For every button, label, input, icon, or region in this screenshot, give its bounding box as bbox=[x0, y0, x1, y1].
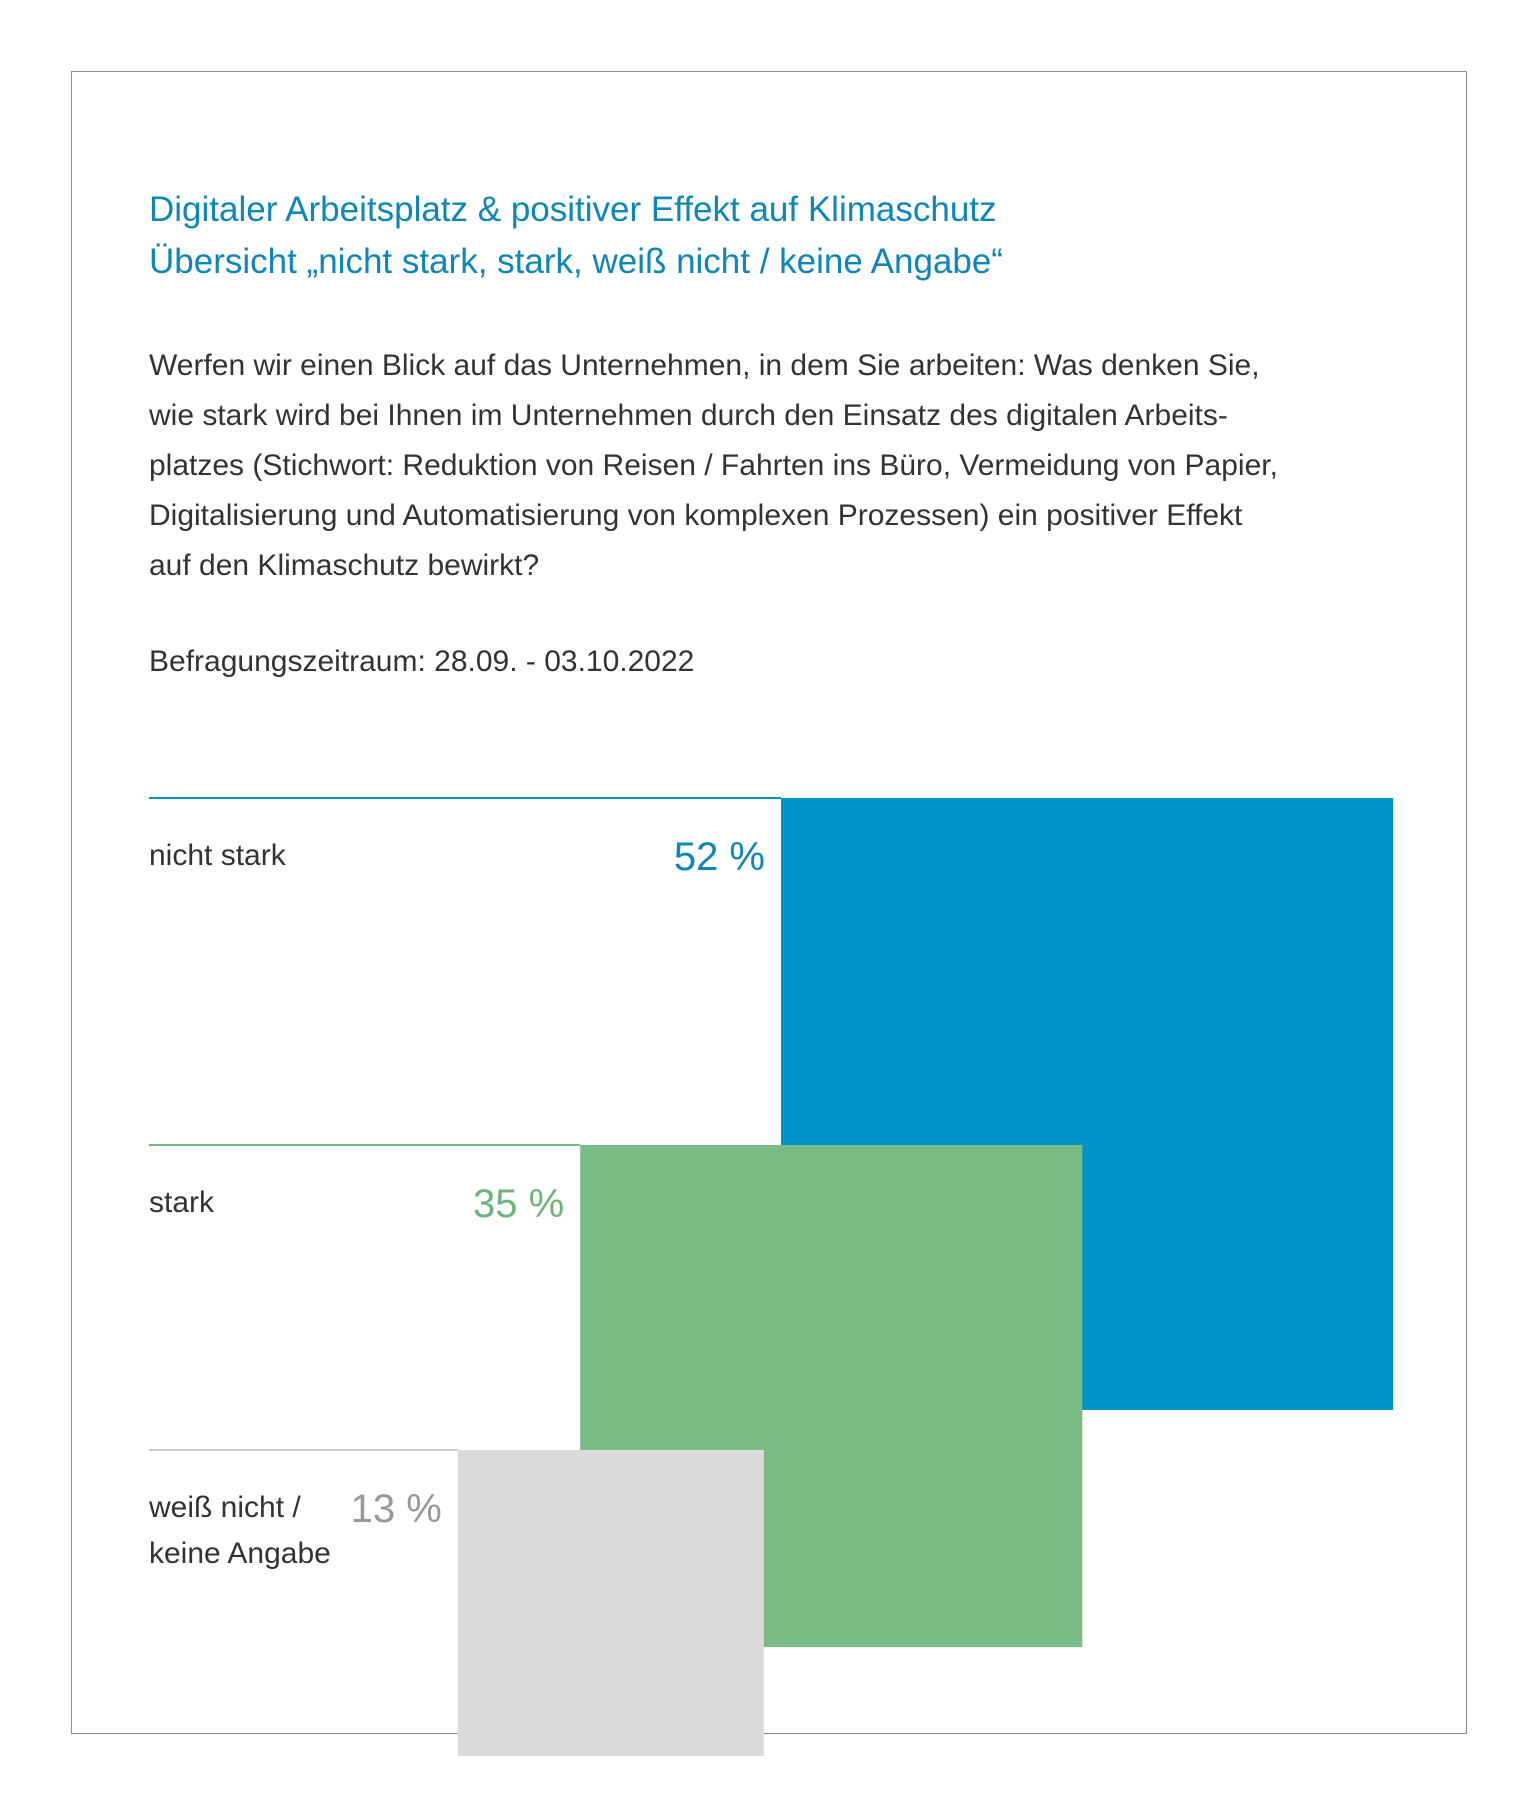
question-line: Digitalisierung und Automatisierung von … bbox=[149, 499, 1243, 532]
survey-period: Befragungszeitraum: 28.09. - 03.10.2022 bbox=[149, 645, 695, 678]
question-line: wie stark wird bei Ihnen im Unternehmen … bbox=[149, 399, 1228, 432]
question-line: platzes (Stichwort: Reduktion von Reisen… bbox=[149, 449, 1278, 482]
question-line: Werfen wir einen Blick auf das Unternehm… bbox=[149, 349, 1260, 382]
chart-subtitle: Übersicht „nicht stark, stark, weiß nich… bbox=[149, 242, 1003, 281]
question-line: auf den Klimaschutz bewirkt? bbox=[149, 549, 540, 582]
survey-question: Werfen wir einen Blick auf das Unternehm… bbox=[149, 341, 1409, 591]
chart-title: Digitaler Arbeitsplatz & positiver Effek… bbox=[149, 190, 997, 229]
chart-frame bbox=[71, 71, 1467, 1734]
